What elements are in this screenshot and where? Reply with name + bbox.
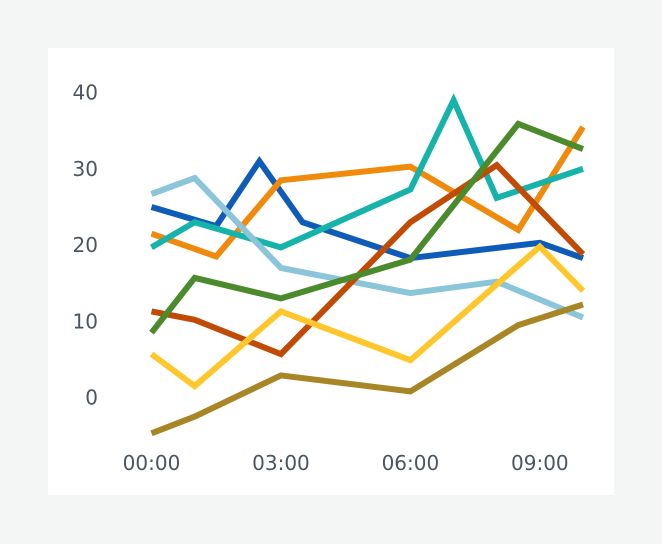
series-line-7	[149, 242, 586, 390]
y-tick-label: 0	[85, 386, 98, 410]
line-chart: 0 10 20 30 40 00:00 03:00 06:00 09:00	[73, 81, 586, 475]
x-tick-label: 09:00	[511, 451, 569, 475]
series-line-5	[150, 161, 586, 358]
series-line-8	[150, 301, 584, 437]
y-axis-tick-labels: 0 10 20 30 40	[73, 81, 98, 410]
x-tick-label: 03:00	[252, 451, 310, 475]
y-tick-label: 40	[73, 81, 98, 105]
chart-card: 0 10 20 30 40 00:00 03:00 06:00 09:00	[48, 48, 614, 495]
x-tick-label: 06:00	[382, 451, 440, 475]
x-tick-label: 00:00	[123, 451, 181, 475]
series-line-2	[150, 125, 586, 261]
series-line-6	[149, 120, 585, 335]
series-lines	[149, 93, 586, 437]
series-line-3	[149, 93, 584, 251]
y-tick-label: 10	[73, 309, 98, 333]
y-tick-label: 20	[73, 233, 98, 257]
x-axis-tick-labels: 00:00 03:00 06:00 09:00	[123, 451, 569, 475]
y-tick-label: 30	[73, 157, 98, 181]
